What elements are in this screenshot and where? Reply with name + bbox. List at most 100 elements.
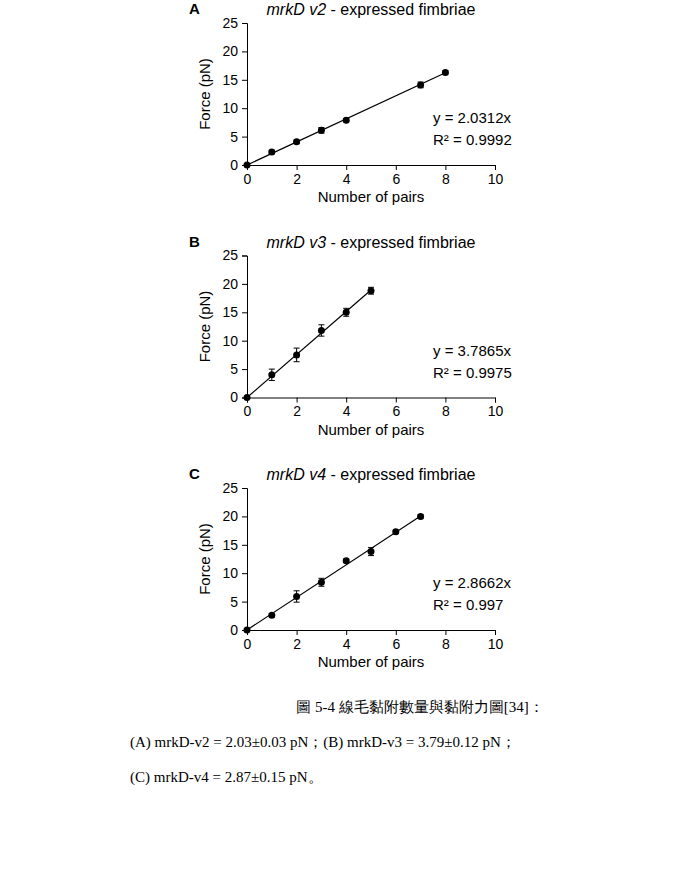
y-tick: 5 xyxy=(230,594,247,610)
error-bar-cap xyxy=(368,547,374,548)
x-tick-mark xyxy=(346,398,347,403)
x-tick: 8 xyxy=(442,630,450,652)
y-tick-label: 20 xyxy=(222,43,238,59)
y-tick-label: 0 xyxy=(230,157,238,173)
y-tick-label: 0 xyxy=(230,389,238,405)
y-tick: 20 xyxy=(222,43,247,59)
data-point xyxy=(293,593,300,600)
y-axis-line xyxy=(242,256,248,398)
x-tick-mark xyxy=(297,398,298,403)
y-tick: 25 xyxy=(222,480,247,496)
x-tick-mark xyxy=(445,165,446,170)
fit-line xyxy=(247,290,371,398)
y-tick: 5 xyxy=(230,129,247,145)
y-axis-line xyxy=(242,24,248,166)
x-tick: 4 xyxy=(343,165,351,187)
y-tick: 15 xyxy=(222,72,247,88)
error-bar xyxy=(318,128,324,134)
panel: 02468100510152025Number of pairsForce (p… xyxy=(196,247,512,437)
y-tick: 15 xyxy=(222,304,247,320)
y-tick: 25 xyxy=(222,15,247,31)
y-axis-title: Force (pN) xyxy=(196,291,213,363)
x-tick: 2 xyxy=(293,398,301,420)
error-bar-cap xyxy=(318,586,324,587)
error-bar-cap xyxy=(343,316,349,317)
x-tick: 10 xyxy=(488,165,504,187)
x-tick: 4 xyxy=(343,630,351,652)
x-tick: 6 xyxy=(392,398,400,420)
caption: (C) mrkD-v4 = 2.87±0.15 pN。 xyxy=(130,769,323,786)
error-bar xyxy=(318,578,324,586)
plot-area xyxy=(244,287,375,401)
x-tick: 8 xyxy=(442,398,450,420)
error-bar-cap xyxy=(343,308,349,309)
data-point xyxy=(343,117,350,124)
y-tick-label: 10 xyxy=(222,565,238,581)
y-tick-mark xyxy=(242,602,247,603)
y-tick: 20 xyxy=(222,276,247,292)
annotation: y = 2.8662x xyxy=(433,574,511,591)
x-tick-mark xyxy=(297,165,298,170)
error-bar-cap xyxy=(318,336,324,337)
x-tick-mark xyxy=(396,398,397,403)
y-tick-label: 20 xyxy=(222,508,238,524)
data-point xyxy=(293,351,300,358)
x-axis-line xyxy=(248,398,496,403)
data-point xyxy=(368,548,375,555)
error-bar-cap xyxy=(294,361,300,362)
error-bar xyxy=(368,548,374,556)
y-tick-mark xyxy=(242,80,247,81)
data-point xyxy=(318,327,325,334)
y-axis-title: Force (pN) xyxy=(196,523,213,595)
x-tick-label: 0 xyxy=(244,171,252,187)
y-tick-mark xyxy=(242,312,247,313)
fit-line xyxy=(247,516,421,630)
x-tick-label: 0 xyxy=(244,403,252,419)
annotation: R² = 0.997 xyxy=(433,596,503,613)
figure: 02468100510152025Number of pairsForce (p… xyxy=(0,0,698,892)
x-axis: 0246810 xyxy=(244,630,504,652)
data-point xyxy=(268,371,275,378)
data-point xyxy=(293,138,300,145)
x-axis: 0246810 xyxy=(244,165,504,187)
y-tick-label: 15 xyxy=(222,304,238,320)
y-axis: 0510152025 xyxy=(222,247,247,405)
x-tick-label: 6 xyxy=(392,171,400,187)
x-tick-label: 8 xyxy=(442,403,450,419)
y-tick-label: 25 xyxy=(222,247,238,263)
x-tick-label: 2 xyxy=(293,403,301,419)
error-bar-cap xyxy=(318,578,324,579)
data-point xyxy=(318,127,325,134)
x-tick-mark xyxy=(495,398,496,403)
data-point xyxy=(244,162,251,169)
y-tick-mark xyxy=(242,516,247,517)
error-bar-cap xyxy=(269,380,275,381)
data-point xyxy=(268,612,275,619)
panel: 02468100510152025Number of pairsForce (p… xyxy=(196,480,511,670)
y-tick-mark xyxy=(242,341,247,342)
y-axis: 0 5 10 15 20 25 xyxy=(222,15,247,173)
y-tick-label: 15 xyxy=(222,537,238,553)
x-tick: 8 xyxy=(442,165,450,187)
annotation: y = 2.0312x xyxy=(433,109,511,126)
x-axis-title: Number of pairs xyxy=(318,188,425,205)
y-tick-mark xyxy=(242,137,247,138)
panel: 02468100510152025Number of pairsForce (p… xyxy=(196,15,512,205)
panel-letter: A xyxy=(189,0,200,17)
error-bar xyxy=(294,591,300,602)
x-axis-title: Number of pairs xyxy=(318,653,425,670)
y-axis-line xyxy=(242,489,248,631)
y-tick-mark xyxy=(242,51,247,52)
x-axis-line xyxy=(248,166,496,171)
x-tick-label: 10 xyxy=(488,171,504,187)
data-point xyxy=(268,148,275,155)
x-tick-mark xyxy=(396,165,397,170)
error-bar xyxy=(343,308,349,316)
data-point xyxy=(442,69,449,76)
error-bar xyxy=(318,325,324,336)
y-tick: 10 xyxy=(222,100,247,116)
y-tick: 25 xyxy=(222,247,247,263)
y-tick: 10 xyxy=(222,333,247,349)
x-tick-mark xyxy=(445,630,446,635)
data-point xyxy=(417,81,424,88)
